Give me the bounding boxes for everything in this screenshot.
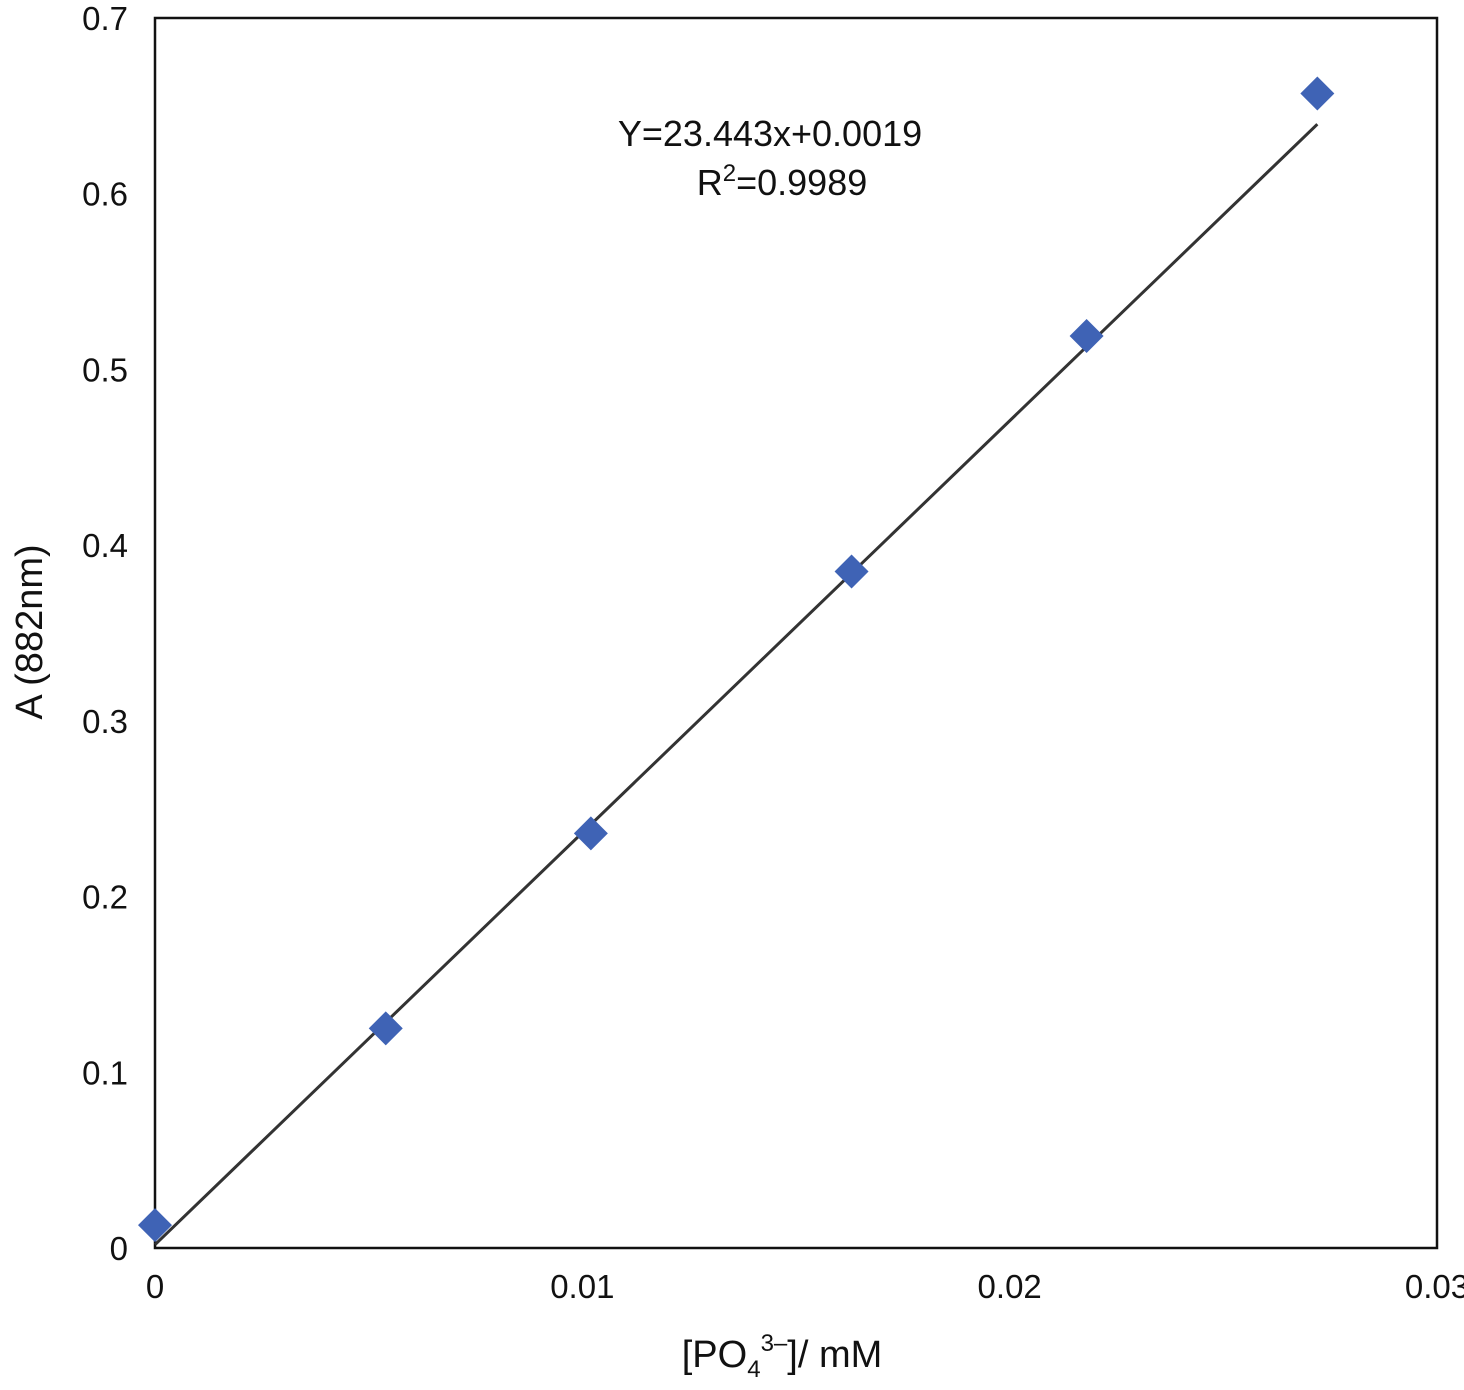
- trendline-group: [153, 123, 1319, 1246]
- y-tick-label: 0.1: [82, 1054, 128, 1091]
- x-label-superscript: 3–: [761, 1330, 788, 1357]
- x-axis-ticks: 0 0.01 0.02 0.03: [146, 1268, 1464, 1305]
- y-axis-label: A (882nm): [9, 544, 51, 719]
- y-tick-label: 0.7: [82, 0, 128, 37]
- data-point-3: [573, 816, 608, 851]
- y-axis-ticks: 0 0.1 0.2 0.3 0.4 0.5 0.6 0.7: [82, 0, 128, 1267]
- x-label-suffix: ]/ mM: [787, 1334, 882, 1376]
- data-point-2: [368, 1011, 403, 1046]
- r-squared-superscript: 2: [723, 160, 736, 187]
- data-points: [138, 76, 1335, 1243]
- x-axis-label: [PO43–]/ mM: [682, 1330, 883, 1383]
- data-point-6: [1300, 76, 1335, 111]
- y-tick-label: 0.2: [82, 879, 128, 916]
- r-squared-letter: R: [697, 162, 723, 203]
- plot-area: [153, 16, 1439, 1250]
- y-tick-label: 0.5: [82, 351, 128, 388]
- trendline: [153, 123, 1319, 1246]
- r-squared-label: R2=0.9989: [697, 160, 868, 203]
- x-tick-label: 0.03: [1405, 1268, 1464, 1305]
- y-tick-label: 0: [110, 1230, 128, 1267]
- x-tick-label: 0.01: [550, 1268, 614, 1305]
- data-point-4: [834, 554, 869, 589]
- y-tick-label: 0.3: [82, 703, 128, 740]
- y-tick-label: 0.4: [82, 527, 128, 564]
- data-point-1: [138, 1208, 172, 1243]
- trendline-equation: Y=23.443x+0.0019: [618, 113, 922, 154]
- x-label-prefix: [PO: [682, 1334, 747, 1376]
- data-point-5: [1069, 319, 1104, 354]
- x-label-subscript: 4: [747, 1356, 760, 1383]
- y-tick-label: 0.6: [82, 176, 128, 213]
- x-tick-label: 0.02: [978, 1268, 1042, 1305]
- x-tick-label: 0: [146, 1268, 164, 1305]
- r-squared-value: =0.9989: [736, 162, 867, 203]
